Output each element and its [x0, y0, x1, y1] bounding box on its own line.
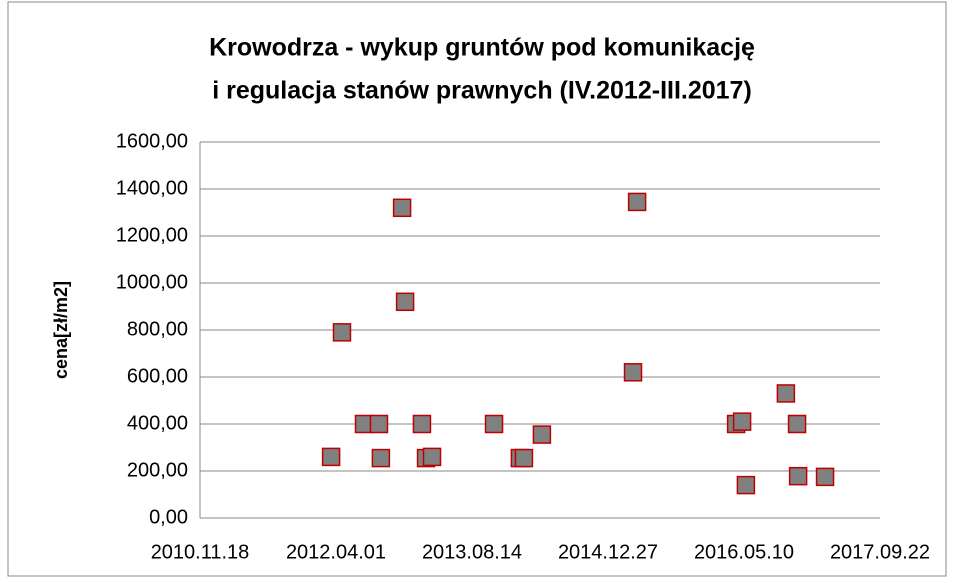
point — [736, 475, 756, 495]
point — [627, 192, 647, 212]
point — [422, 447, 442, 467]
y-tick-label: 1600,00 — [116, 130, 188, 152]
point — [776, 384, 796, 403]
y-tick-label: 1200,00 — [116, 224, 188, 246]
point — [732, 412, 752, 431]
point — [788, 466, 808, 486]
y-tick-label: 1400,00 — [116, 177, 188, 199]
chart-title: i regulacja stanów prawnych (IV.2012-III… — [212, 77, 752, 105]
x-tick-label: 2012.04.01 — [286, 541, 386, 563]
x-tick-label: 2017.09.22 — [830, 541, 930, 563]
point — [412, 414, 432, 434]
point — [514, 448, 534, 468]
point — [787, 414, 807, 434]
point — [623, 363, 643, 382]
y-axis-label: cena[zł/m2] — [51, 281, 71, 379]
point — [321, 447, 341, 467]
chart-title: Krowodrza - wykup gruntów pod komunikacj… — [209, 34, 755, 62]
y-tick-label: 600,00 — [127, 365, 188, 387]
point — [484, 414, 504, 434]
y-tick-label: 1000,00 — [116, 271, 188, 293]
point — [371, 448, 391, 468]
point — [395, 292, 415, 312]
point — [392, 198, 412, 218]
y-tick-label: 400,00 — [127, 412, 188, 434]
x-tick-label: 2013.08.14 — [422, 541, 522, 563]
point — [369, 414, 389, 434]
y-tick-label: 0,00 — [149, 506, 188, 528]
x-tick-label: 2010.11.18 — [151, 541, 250, 563]
y-tick-label: 200,00 — [127, 459, 188, 481]
x-tick-label: 2014.12.27 — [558, 541, 658, 563]
point — [815, 467, 835, 487]
y-tick-label: 800,00 — [127, 318, 188, 340]
x-tick-label: 2016.05.10 — [694, 541, 794, 563]
point — [332, 323, 352, 342]
point — [532, 425, 552, 444]
